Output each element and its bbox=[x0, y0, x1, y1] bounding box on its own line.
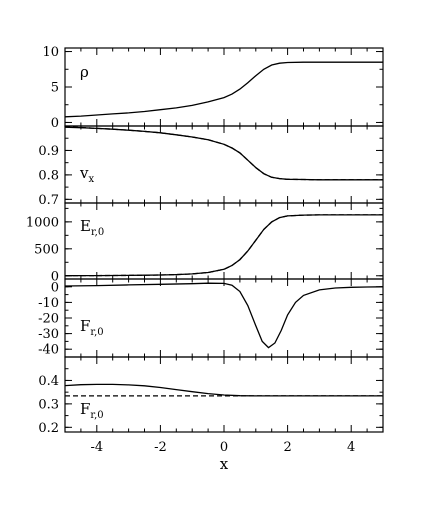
y-tick-label: 0.2 bbox=[38, 421, 59, 436]
series-line-dashed bbox=[64, 126, 383, 181]
x-tick-label: 0 bbox=[220, 440, 228, 455]
panel-2: 0.7 0.8 0.9 vx bbox=[38, 125, 384, 208]
series-line-solid bbox=[64, 126, 383, 181]
y-tick-label: 10 bbox=[42, 45, 59, 60]
panel-label-main: v bbox=[79, 164, 89, 182]
panel-label-main: F bbox=[80, 317, 90, 335]
y-tick-label: 0 bbox=[51, 116, 59, 131]
series-line-solid bbox=[64, 282, 384, 349]
panel-label-subscript: x bbox=[88, 174, 94, 185]
panel-label-main: F bbox=[80, 400, 90, 418]
panel-label-main: E bbox=[80, 217, 91, 235]
y-tick-label: 0.3 bbox=[38, 397, 59, 412]
y-tick-label: 5 bbox=[51, 81, 59, 96]
y-tick-label: 1000 bbox=[26, 215, 59, 230]
y-tick-label: -40 bbox=[38, 343, 59, 358]
series-line-dashed bbox=[64, 214, 383, 277]
y-tick-label: -10 bbox=[38, 296, 59, 311]
panel-label-subscript: r,0 bbox=[91, 227, 104, 238]
panel-5: 0.2 0.3 0.4 Fr,0 bbox=[38, 356, 384, 436]
series-line-solid bbox=[64, 383, 383, 397]
y-tick-label: 0.9 bbox=[38, 144, 59, 159]
panel-label: vx bbox=[79, 164, 94, 185]
panel-label: Fr,0 bbox=[80, 317, 104, 338]
y-tick-label: -30 bbox=[38, 327, 59, 342]
x-tick-label: 2 bbox=[283, 440, 291, 455]
x-tick-label: 4 bbox=[347, 440, 355, 455]
panel-label-main: ρ bbox=[80, 63, 89, 81]
y-tick-label: 0.4 bbox=[38, 374, 59, 389]
panel-4: 0-10-20-30-40 Fr,0 bbox=[38, 278, 384, 358]
x-axis: -4 -2 0 2 4 x bbox=[90, 440, 355, 473]
y-tick-label: 0 bbox=[51, 269, 59, 284]
panel-label: Er,0 bbox=[80, 217, 104, 238]
y-tick-label: -20 bbox=[38, 312, 59, 327]
y-tick-label: 0.7 bbox=[38, 193, 59, 208]
y-tick-label: 0 bbox=[51, 280, 59, 295]
panel-label-subscript: r,0 bbox=[90, 410, 103, 421]
y-tick-label: 0.8 bbox=[38, 168, 59, 183]
panel-label: Fr,0 bbox=[80, 400, 104, 421]
panel-label-subscript: r,0 bbox=[90, 327, 103, 338]
panel-frame bbox=[64, 278, 384, 358]
panel-1: 0 5 10 ρ bbox=[42, 45, 384, 131]
x-tick-label: -2 bbox=[154, 440, 167, 455]
x-axis-label: x bbox=[220, 455, 229, 473]
panel-3: 0 500 1000 Er,0 bbox=[26, 202, 384, 284]
series-line-solid bbox=[64, 61, 383, 118]
panel-frame bbox=[64, 125, 384, 204]
x-tick-label: -4 bbox=[90, 440, 103, 455]
series-line-solid bbox=[64, 214, 383, 277]
panel-label: ρ bbox=[80, 63, 89, 81]
y-tick-label: 500 bbox=[34, 242, 59, 257]
